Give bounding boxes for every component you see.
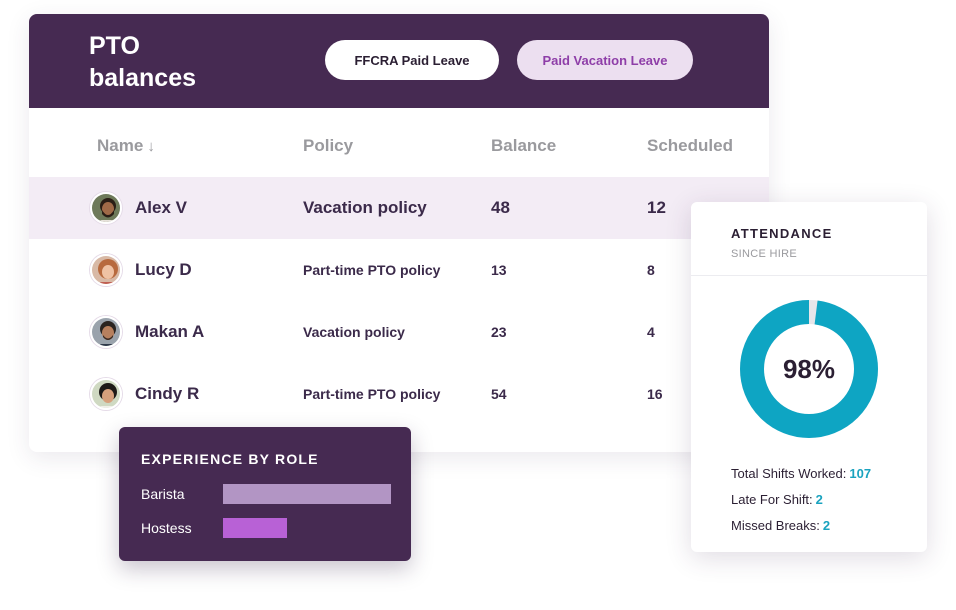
stat-value: 2	[822, 518, 831, 533]
stat-label: Total Shifts Worked:	[731, 466, 847, 481]
role-bar-barista	[223, 484, 391, 504]
balance-value: 23	[491, 324, 507, 340]
tab-label: FFCRA Paid Leave	[354, 52, 470, 68]
employee-name: Makan A	[135, 322, 205, 341]
avatar	[90, 254, 122, 286]
table-row[interactable]: Makan A Vacation policy 23 4	[29, 301, 769, 363]
column-header-name[interactable]: Name ↓	[97, 136, 155, 156]
table-row[interactable]: Lucy D Part-time PTO policy 13 8	[29, 239, 769, 301]
avatar	[90, 378, 122, 410]
role-label: Barista	[141, 486, 185, 502]
pto-balances-card: PTO balances FFCRA Paid Leave Paid Vacat…	[29, 14, 769, 452]
attendance-donut-chart	[740, 300, 878, 438]
divider	[691, 275, 927, 276]
page-title: PTO balances	[89, 30, 249, 94]
scheduled-value: 12	[647, 198, 666, 217]
attendance-title: ATTENDANCE	[731, 226, 833, 241]
avatar	[90, 316, 122, 348]
stat-late-for-shift: Late For Shift: 2	[731, 492, 823, 507]
employee-name: Cindy R	[135, 384, 200, 403]
balance-value: 13	[491, 262, 507, 278]
attendance-card: ATTENDANCE SINCE HIRE 98% Total Shifts W…	[691, 202, 927, 552]
scheduled-value: 16	[647, 386, 663, 402]
table-row[interactable]: Alex V Vacation policy 48 12	[29, 177, 769, 239]
column-header-policy[interactable]: Policy	[303, 136, 353, 156]
column-header-balance[interactable]: Balance	[491, 136, 556, 156]
avatar	[90, 192, 122, 224]
attendance-subtitle: SINCE HIRE	[731, 248, 797, 260]
column-header-label: Policy	[303, 136, 354, 155]
column-header-label: Balance	[491, 136, 557, 155]
role-label: Hostess	[141, 520, 192, 536]
policy-name: Vacation policy	[303, 198, 427, 217]
tab-label: Paid Vacation Leave	[542, 52, 668, 68]
stat-total-shifts: Total Shifts Worked: 107	[731, 466, 871, 481]
attendance-percent: 98%	[782, 353, 836, 384]
role-bar-track	[223, 484, 391, 504]
role-bar-track	[223, 518, 391, 538]
pto-header: PTO balances FFCRA Paid Leave Paid Vacat…	[29, 14, 769, 108]
policy-name: Part-time PTO policy	[303, 262, 441, 278]
employee-name: Alex V	[135, 198, 187, 217]
arrow-down-icon: ↓	[147, 138, 155, 155]
table-row[interactable]: Cindy R Part-time PTO policy 54 16	[29, 363, 769, 425]
title-line-1: PTO	[89, 32, 140, 60]
balance-value: 54	[491, 386, 507, 402]
stat-value: 2	[815, 492, 823, 507]
tab-paid-vacation-leave[interactable]: Paid Vacation Leave	[517, 40, 693, 80]
stat-missed-breaks: Missed Breaks: 2	[731, 518, 830, 533]
title-line-2: balances	[89, 64, 197, 92]
policy-name: Vacation policy	[303, 324, 405, 340]
role-bar-hostess	[223, 518, 287, 538]
donut-fill	[740, 300, 878, 438]
stat-label: Late For Shift:	[731, 492, 813, 507]
policy-name: Part-time PTO policy	[303, 386, 441, 402]
tab-ffcra-paid-leave[interactable]: FFCRA Paid Leave	[325, 40, 499, 80]
scheduled-value: 4	[647, 324, 655, 340]
column-header-label: Scheduled	[647, 136, 733, 155]
stat-value: 107	[849, 466, 872, 481]
experience-by-role-card: EXPERIENCE BY ROLE Barista Hostess	[119, 427, 411, 561]
experience-title: EXPERIENCE BY ROLE	[141, 451, 319, 467]
balance-value: 48	[491, 198, 510, 217]
scheduled-value: 8	[647, 262, 655, 278]
column-header-scheduled[interactable]: Scheduled	[647, 136, 733, 156]
column-header-label: Name	[97, 136, 144, 155]
stat-label: Missed Breaks:	[731, 518, 820, 533]
employee-name: Lucy D	[135, 260, 192, 279]
